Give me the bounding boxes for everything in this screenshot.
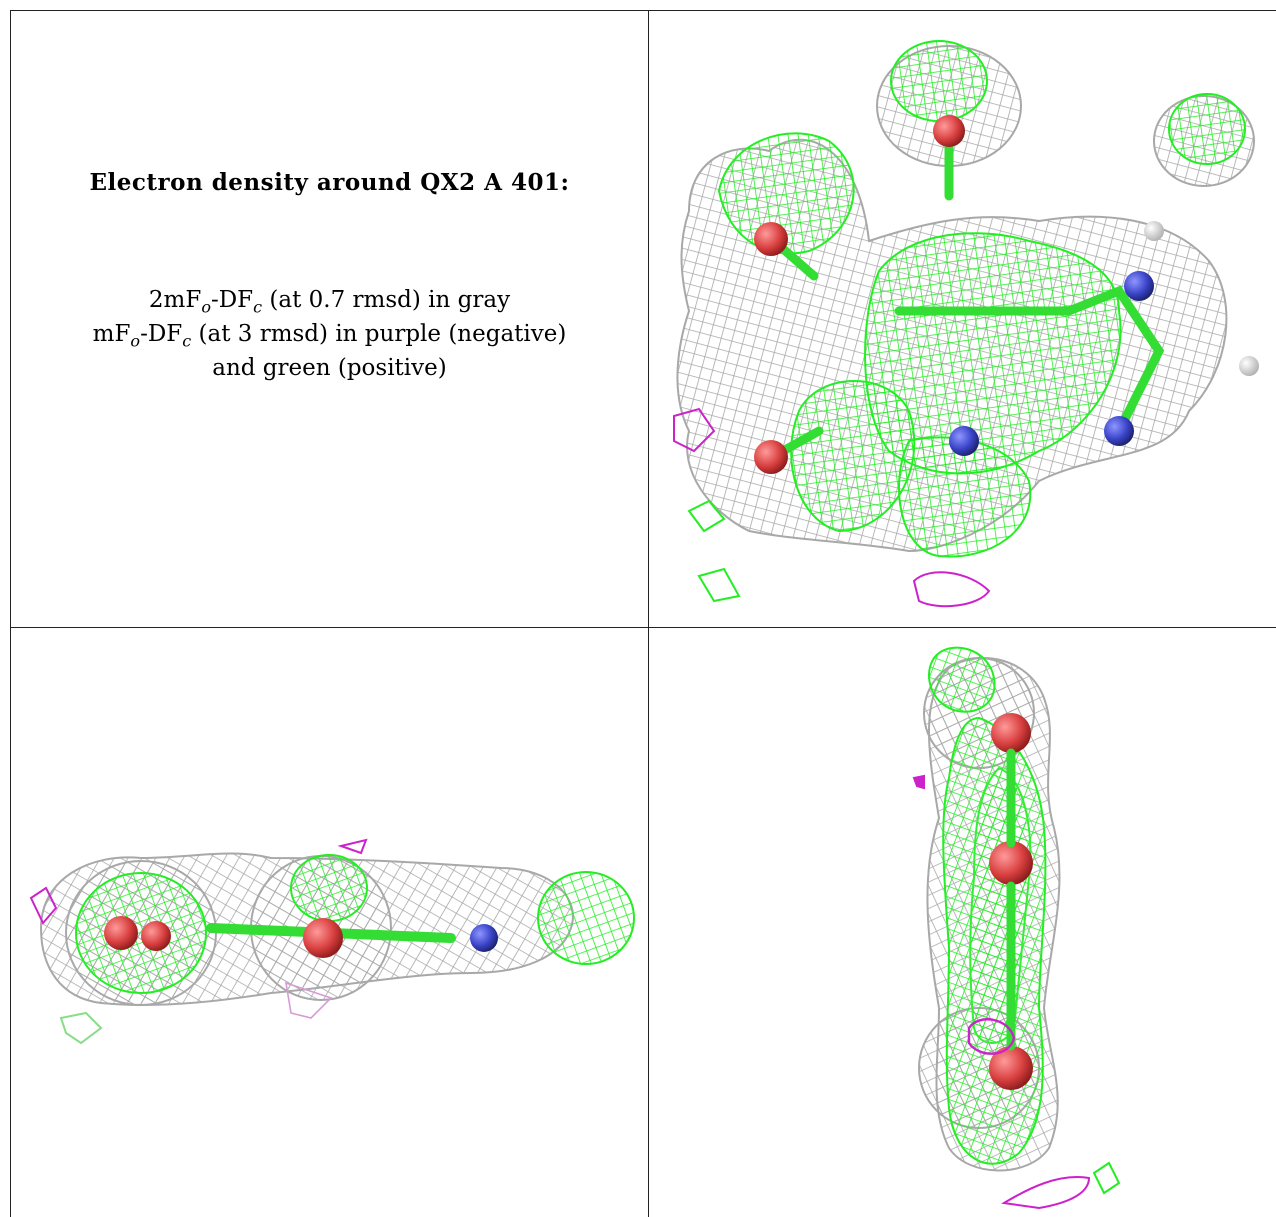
density-panel-end-view [649,628,1276,1217]
purple-fragment-side-bottom [284,981,333,1019]
oxygen-atom-top [933,115,965,147]
green-fragment-end-bottom [1092,1161,1121,1195]
table-divider-vertical [648,10,649,1217]
caption-line2-b: -DF [140,321,183,347]
nitrogen-atom-side [470,924,498,952]
oxygen-atom-end-a [991,713,1031,753]
green-mesh-right [1168,93,1246,165]
caption-line-gray: 2mFo-DFc (at 0.7 rmsd) in gray [11,283,648,325]
oxygen-atom-left [754,222,788,256]
green-fragments [687,499,741,603]
purple-fragment-side-left [29,886,58,925]
oxygen-atom-end-c [989,1046,1033,1090]
density-render-top [673,40,1259,608]
caption-cell: Electron density around QX2 A 401: 2mFo-… [11,11,648,627]
nitrogen-atom-a [1124,271,1154,301]
figure-table: Electron density around QX2 A 401: 2mFo-… [10,10,1276,1217]
caption-line2-sub-c: c [182,331,192,351]
caption-line1-sub-o: o [201,297,211,317]
green-mesh-top [890,40,988,122]
green-mesh-side-right [537,871,635,965]
green-fragment-side [59,1011,103,1045]
table-border-top [10,10,1276,11]
oxygen-atom-side-b [141,921,171,951]
caption-line-diff: mFo-DFc (at 3 rmsd) in purple (negative) [11,317,648,359]
caption-title: Electron density around QX2 A 401: [89,169,570,196]
green-mesh-side-top [290,854,368,922]
green-mesh-side-left [75,872,207,994]
density-panel-top-view [649,11,1276,627]
caption-line1-rest: (at 0.7 rmsd) in gray [262,287,511,313]
oxygen-atom-side-a [104,916,138,950]
density-render-side [29,838,635,1045]
caption-line1-a: 2mF [148,287,202,313]
oxygen-atom-bottom [754,440,788,474]
table-border-left [10,10,11,1217]
green-mesh-end-top [928,646,996,713]
caption-line2-a: mF [92,321,131,347]
density-render-end [912,646,1121,1210]
table-divider-horizontal [10,627,1276,628]
nitrogen-atom-b [1104,416,1134,446]
purple-fragment-end-mid [967,1018,1016,1055]
caption-line1-b: -DF [210,287,254,313]
density-panel-side-view [11,628,648,1217]
purple-fragment-end-bottom [1001,1176,1091,1210]
carbon-sticks [769,126,1165,461]
hydrogen-atom-a [1144,221,1164,241]
purple-fragment-bottom [912,571,991,608]
oxygen-atom-side-c [303,918,343,958]
purple-fragment-left [673,407,716,453]
caption-line1-sub-c: c [253,297,263,317]
nitrogen-atom-c [949,426,979,456]
purple-fragment-side-top [337,838,368,855]
oxygen-atom-end-b [989,841,1033,885]
caption-line2-rest: (at 3 rmsd) in purple (negative) [191,321,567,347]
purple-fragment-end-small [912,774,925,790]
hydrogen-atom-b [1239,356,1259,376]
caption-line-positive: and green (positive) [212,355,447,381]
caption-line2-sub-o: o [130,331,141,351]
